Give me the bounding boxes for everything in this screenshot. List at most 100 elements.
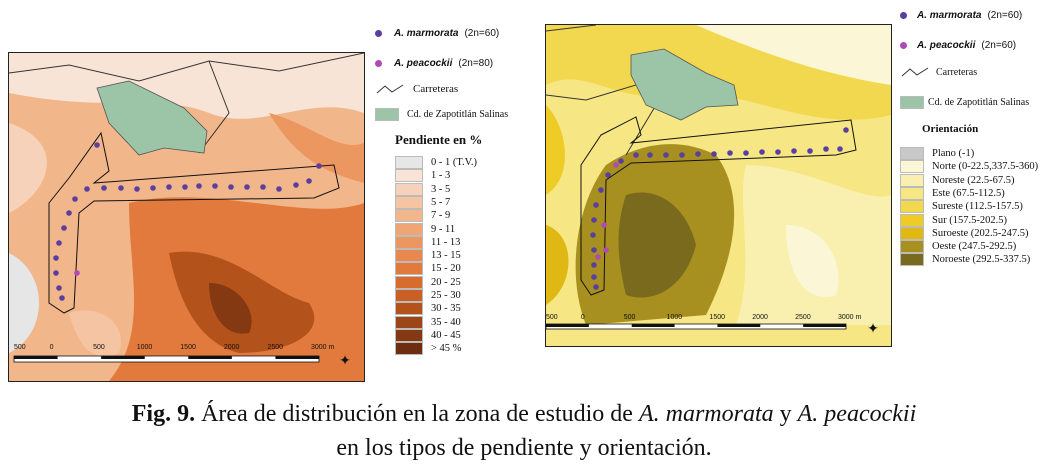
aspect-swatch [900,200,924,214]
slope-label: 7 - 9 [431,210,451,222]
species-marker-marmorata [598,187,604,193]
city-area [630,48,739,121]
legend-species-1: A. marmorata (2n=60) [375,28,499,39]
legend-city: Cd. de Zapotitlán Salinas [900,96,1029,109]
aspect-class-row: Sureste (112.5-157.5) [900,200,1023,214]
species-marker-marmorata [633,152,639,158]
aspect-class-row: Noroeste (292.5-337.5) [900,253,1031,267]
aspect-class-row: Sur (157.5-202.5) [900,213,1007,227]
legend-city: Cd. de Zapotitlán Salinas [375,108,508,121]
city-swatch-icon [900,96,924,109]
scale-label: 0 [580,314,585,321]
slope-label: 3 - 5 [431,183,451,195]
slope-label: 9 - 11 [431,223,456,235]
slope-swatch [395,222,423,236]
species-marker-marmorata [53,255,59,261]
aspect-label: Plano (-1) [932,148,975,159]
scale-label: 500 [93,344,105,351]
species-marker-marmorata [166,184,172,190]
species-marker-marmorata [182,184,188,190]
aspect-title: Orientación [922,123,979,135]
left-legend: A. marmorata (2n=60) A. peacockii (2n=80… [375,28,540,358]
species-marker-marmorata [61,225,67,231]
slope-class-row: 9 - 11 [395,222,456,236]
species-marker-marmorata [618,158,624,164]
species-marker-marmorata [260,184,266,190]
scale-label: 2500 [795,314,811,321]
legend-roads: Carreteras [900,66,977,78]
scale-label: 0 [49,344,54,351]
species-marker-marmorata [807,148,813,154]
legend-species-1: A. marmorata (2n=60) [900,10,1022,21]
slope-label: 35 - 40 [431,316,461,328]
species-dot-icon [375,60,382,67]
species-dot-icon [900,12,907,19]
scale-label: 3000 m [838,314,862,321]
species-chromosomes: (2n=60) [981,40,1017,51]
slope-label: > 45 % [431,343,462,355]
aspect-label: Oeste (247.5-292.5) [932,241,1017,253]
species-marker-marmorata [727,150,733,156]
slope-class-row: 15 - 20 [395,262,461,276]
aspect-label: Noroeste (292.5-337.5) [932,254,1031,266]
slope-label: 13 - 15 [431,250,461,262]
aspect-swatch [900,186,924,200]
species-marker-marmorata [837,146,843,152]
scale-label: 3000 m [311,344,335,351]
aspect-class-row: Norte (0-22.5,337.5-360) [900,160,1038,174]
species-marker-marmorata [212,183,218,189]
species-marker-marmorata [306,178,312,184]
slope-label: 40 - 45 [431,329,461,341]
species-name: A. marmorata [394,28,459,39]
slope-title: Pendiente en % [395,132,483,147]
species-marker-marmorata [590,232,596,238]
slope-swatch [395,328,423,342]
slope-swatch [395,195,423,209]
species-marker-peacockii [601,222,607,228]
aspect-label: Sureste (112.5-157.5) [932,201,1023,213]
svg-text:✦: ✦ [339,354,351,369]
species-marker-marmorata [228,184,234,190]
scale-label: 1000 [666,314,683,321]
species-marker-marmorata [101,185,107,191]
aspect-swatch [900,147,924,160]
aspect-swatch [900,213,924,227]
species-marker-marmorata [84,186,90,192]
aspect-swatch [900,240,924,254]
aspect-label: Noreste (22.5-67.5) [932,174,1015,186]
scale-label: 1500 [709,314,725,321]
species-marker-marmorata [843,127,849,133]
slope-swatch [395,169,423,183]
species-marker-marmorata [591,247,597,253]
aspect-class-row: Este (67.5-112.5) [900,186,1005,200]
scale-label: 500 [14,344,26,351]
slope-class-row: 1 - 3 [395,169,450,183]
slope-swatch [395,235,423,249]
species-marker-marmorata [196,183,202,189]
roads-label: Carreteras [936,66,978,78]
aspect-class-row: Oeste (247.5-292.5) [900,240,1017,254]
city-label: Cd. de Zapotitlán Salinas [407,109,509,120]
city-swatch-icon [375,108,399,121]
species-marker-marmorata [66,210,72,216]
scale-label: 2000 [223,344,240,351]
species-marker-marmorata [743,150,749,156]
species-chromosomes: (2n=60) [464,28,500,39]
aspect-label: Sur (157.5-202.5) [932,214,1007,226]
species-marker-marmorata [56,285,62,291]
species-marker-marmorata [72,196,78,202]
species-marker-marmorata [775,149,781,155]
species-marker-marmorata [711,151,717,157]
species-marker-marmorata [53,270,59,276]
aspect-map: ✦ 500 0 500 1000 1500 2000 2500 3000 m [545,24,892,347]
slope-class-row: > 45 % [395,342,462,356]
slope-class-row: 7 - 9 [395,209,451,223]
slope-label: 5 - 7 [431,196,451,208]
species-marker-marmorata [94,142,100,148]
slope-swatch [395,289,423,302]
aspect-label: Suroeste (202.5-247.5) [932,227,1029,239]
scale-label: 1500 [180,344,196,351]
species-marker-peacockii [74,270,80,276]
aspect-swatch [900,173,924,187]
species-name: A. marmorata [917,10,982,21]
